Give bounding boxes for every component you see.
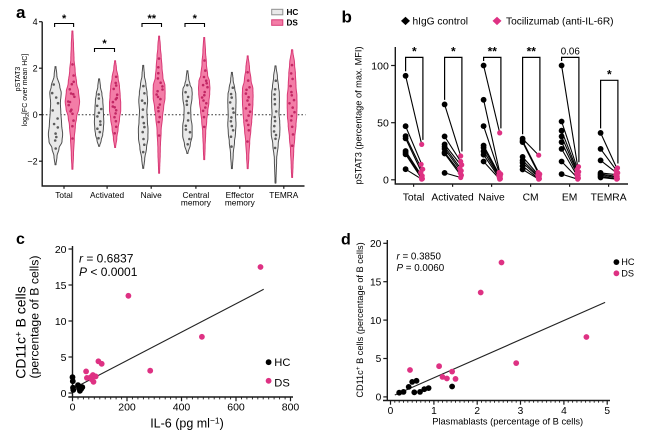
svg-text:0: 0 (388, 406, 394, 417)
svg-text:0: 0 (70, 402, 76, 414)
svg-text:HC: HC (287, 8, 299, 17)
svg-text:Naive: Naive (141, 190, 163, 200)
svg-text:0.06: 0.06 (561, 46, 581, 57)
svg-text:b: b (342, 8, 352, 27)
svg-text:DS: DS (274, 377, 290, 389)
svg-text:Total: Total (55, 190, 73, 200)
svg-text:2: 2 (33, 64, 38, 74)
svg-text:0: 0 (33, 110, 38, 120)
svg-text:Tocilizumab (anti-IL-6R): Tocilizumab (anti-IL-6R) (506, 16, 614, 27)
svg-text:P = 0.0060: P = 0.0060 (397, 263, 445, 274)
svg-text:15: 15 (370, 277, 382, 288)
svg-text:DS: DS (621, 268, 634, 278)
svg-text:*: * (102, 38, 107, 50)
svg-text:d: d (341, 232, 351, 249)
svg-text:memory: memory (225, 198, 256, 208)
svg-text:5: 5 (376, 354, 382, 365)
svg-text:400: 400 (173, 402, 191, 414)
svg-text:Effector: Effector (226, 190, 255, 200)
svg-text:0: 0 (376, 393, 382, 404)
svg-text:3: 3 (518, 406, 524, 417)
svg-text:*: * (451, 44, 456, 58)
svg-text:1: 1 (431, 406, 437, 417)
svg-text:r = 0.6837: r = 0.6837 (79, 252, 134, 266)
svg-text:*: * (193, 13, 198, 25)
svg-text:r = 0.3850: r = 0.3850 (397, 252, 442, 263)
svg-text:CM: CM (523, 192, 539, 203)
svg-text:50: 50 (377, 118, 389, 130)
svg-text:Plasmablasts (percentage of B: Plasmablasts (percentage of B cells) (432, 417, 583, 427)
svg-text:0: 0 (61, 388, 67, 400)
svg-text:memory: memory (181, 198, 212, 208)
svg-text:2: 2 (474, 406, 480, 417)
svg-text:4: 4 (33, 17, 38, 27)
svg-text:Total: Total (403, 192, 425, 203)
svg-text:pSTAT3: pSTAT3 (15, 67, 22, 92)
svg-text:P < 0.0001: P < 0.0001 (79, 265, 138, 279)
svg-text:4: 4 (561, 406, 567, 417)
svg-text:5: 5 (604, 406, 610, 417)
svg-text:HC: HC (274, 357, 290, 369)
svg-text:−2: −2 (27, 157, 37, 167)
svg-text:10: 10 (55, 316, 67, 328)
svg-text:Central: Central (183, 190, 210, 200)
svg-text:EM: EM (562, 192, 577, 203)
svg-text:HC: HC (621, 257, 635, 267)
svg-text:800: 800 (282, 402, 300, 414)
svg-text:20: 20 (370, 239, 382, 250)
svg-text:log2[FC over mean HC]: log2[FC over mean HC] (22, 54, 31, 127)
svg-text:*: * (412, 44, 417, 58)
svg-text:CD11c+ B cells (percentage of: CD11c+ B cells (percentage of B cells) (355, 242, 365, 397)
svg-text:15: 15 (55, 280, 67, 292)
svg-text:Naive: Naive (478, 192, 505, 203)
svg-text:DS: DS (287, 18, 299, 27)
svg-text:(percentage of B cells): (percentage of B cells) (28, 255, 42, 378)
svg-text:*: * (62, 13, 67, 25)
svg-text:100: 100 (371, 60, 389, 72)
svg-text:600: 600 (227, 402, 245, 414)
svg-text:CD11c+ B cells: CD11c+ B cells (12, 286, 28, 378)
svg-text:5: 5 (61, 352, 67, 364)
svg-text:20: 20 (55, 244, 67, 256)
svg-text:**: ** (148, 13, 157, 25)
svg-text:a: a (16, 3, 26, 22)
svg-text:c: c (16, 231, 25, 248)
svg-text:10: 10 (370, 316, 382, 327)
svg-text:pSTAT3 (percentage of max. MFI: pSTAT3 (percentage of max. MFI) (354, 46, 364, 184)
svg-text:**: ** (488, 44, 498, 58)
svg-text:Activated: Activated (431, 192, 474, 203)
svg-text:TEMRA: TEMRA (591, 192, 627, 203)
svg-text:TEMRA: TEMRA (269, 190, 299, 200)
svg-text:200: 200 (118, 402, 136, 414)
svg-text:*: * (607, 67, 612, 81)
svg-text:0: 0 (383, 175, 389, 187)
svg-text:**: ** (527, 44, 537, 58)
svg-text:Activated: Activated (90, 190, 125, 200)
svg-text:IL-6 (pg ml−1): IL-6 (pg ml−1) (150, 416, 224, 431)
svg-text:hIgG control: hIgG control (413, 16, 469, 27)
